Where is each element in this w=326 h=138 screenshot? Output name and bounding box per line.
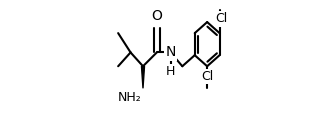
Text: Cl: Cl [215, 12, 227, 25]
Text: NH₂: NH₂ [118, 91, 141, 104]
Text: Cl: Cl [201, 70, 213, 83]
Polygon shape [141, 66, 144, 88]
Text: O: O [151, 10, 162, 23]
Text: H: H [166, 65, 175, 78]
Text: N: N [165, 45, 176, 59]
